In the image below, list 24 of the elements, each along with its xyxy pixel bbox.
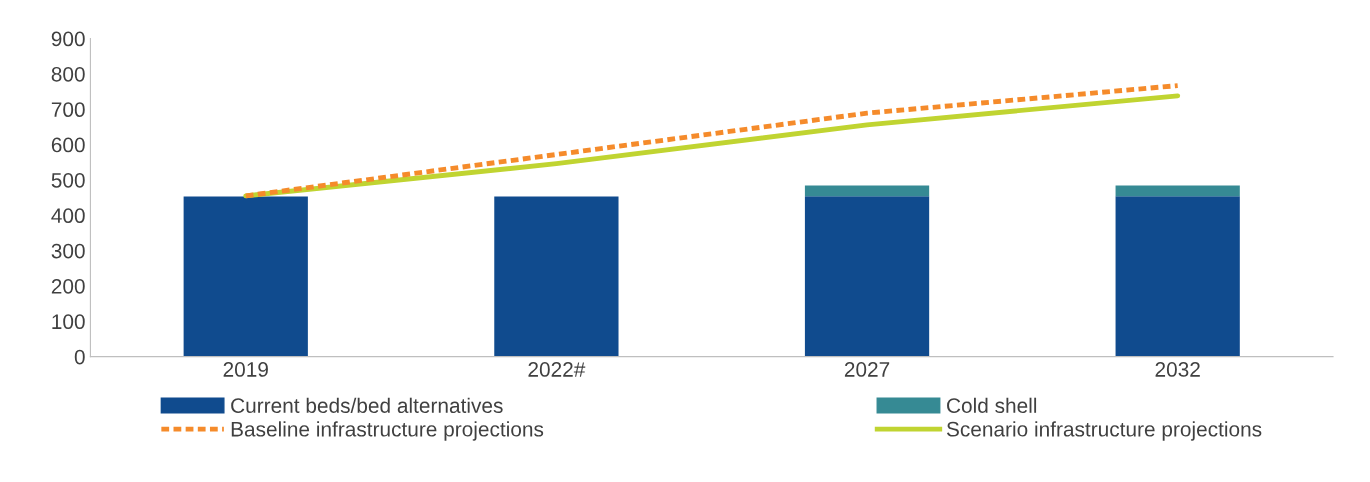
legend-label: Cold shell <box>947 397 1037 413</box>
y-tick-label: 500 <box>51 172 85 188</box>
x-tick-label: 2027 <box>844 362 890 377</box>
y-tick-label: 900 <box>51 31 85 47</box>
legend-label: Scenario infrastructure projections <box>946 421 1262 441</box>
y-tick-label: 700 <box>51 102 85 118</box>
y-tick-label: 600 <box>51 137 85 153</box>
bar <box>494 196 619 357</box>
y-tick-label: 100 <box>52 314 85 330</box>
y-tick-label: 300 <box>51 243 85 259</box>
bar <box>804 196 930 357</box>
y-tick-label: 400 <box>51 208 85 224</box>
x-tick-label: 2032 <box>1155 362 1200 377</box>
x-tick-label: 2022# <box>528 362 586 377</box>
x-tick-label: 2019 <box>223 362 268 377</box>
bar <box>183 196 308 357</box>
y-tick-label: 200 <box>51 278 85 294</box>
bar <box>1115 185 1240 197</box>
bar <box>804 185 930 197</box>
y-tick-label: 800 <box>51 66 85 82</box>
legend-label: Current beds/bed alternatives <box>231 397 503 413</box>
bar <box>1115 196 1240 357</box>
legend-label: Baseline infrastructure projections <box>231 421 544 441</box>
y-tick-label: 0 <box>74 349 85 365</box>
